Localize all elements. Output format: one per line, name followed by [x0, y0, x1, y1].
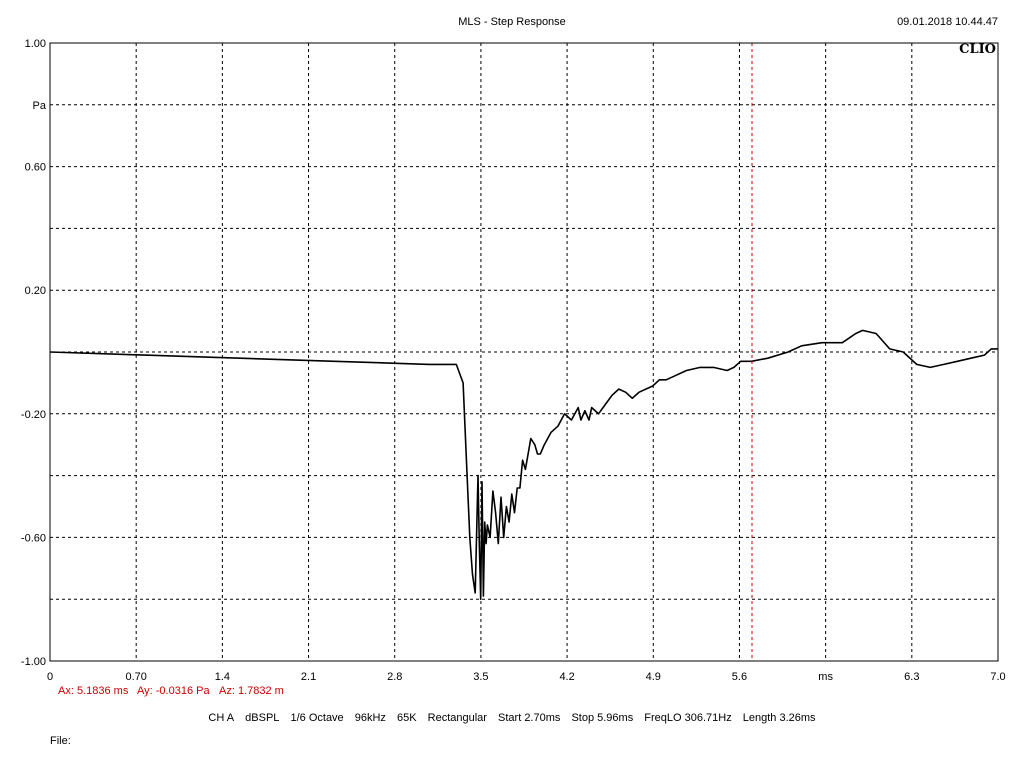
sample-rate-label: 96kHz — [354, 712, 386, 724]
file-label: File: — [50, 735, 71, 747]
x-tick-label: 3.5 — [473, 671, 488, 683]
y-tick-label: 0.60 — [25, 162, 46, 174]
length-label: Length 3.26ms — [742, 712, 816, 724]
y-tick-label: -0.60 — [21, 532, 46, 544]
start-label: Start 2.70ms — [498, 712, 561, 724]
y-tick-label: 1.00 — [25, 38, 46, 50]
clio-logo: CLIO — [959, 42, 996, 57]
x-tick-label: 1.4 — [215, 671, 230, 683]
x-tick-label: 0 — [47, 671, 53, 683]
cursor-az-readout: Az: 1.7832 m — [219, 685, 284, 697]
y-axis-tick-labels: 1.00 Pa 0.60 0.20 -0.20 -0.60 -1.00 — [21, 38, 47, 668]
grid-lines — [50, 43, 998, 661]
y-tick-label: -0.20 — [21, 409, 46, 421]
stop-label: Stop 5.96ms — [571, 712, 634, 724]
channel-label: CH A — [208, 712, 235, 724]
plot-area-frame[interactable] — [49, 42, 999, 662]
cursor-ax-readout: Ax: 5.1836 ms — [58, 685, 129, 697]
x-tick-label: 2.1 — [301, 671, 316, 683]
x-tick-label: 4.9 — [646, 671, 661, 683]
x-tick-label: 5.6 — [732, 671, 747, 683]
measurement-settings-bar: CH A dBSPL 1/6 Octave 96kHz 65K Rectangu… — [0, 712, 1024, 724]
y-tick-label: Pa — [33, 100, 47, 112]
window-label: Rectangular — [427, 712, 487, 724]
y-tick-label: -1.00 — [21, 656, 46, 668]
units-label: dBSPL — [245, 712, 280, 724]
chart-title: MLS - Step Response — [458, 16, 566, 28]
size-label: 65K — [397, 712, 417, 724]
y-tick-label: 0.20 — [25, 285, 46, 297]
cursor-ay-readout: Ay: -0.0316 Pa — [137, 685, 210, 697]
series-layer — [49, 329, 998, 601]
freq-lo-label: FreqLO 306.71Hz — [644, 712, 732, 724]
step-response-line — [49, 329, 998, 601]
x-tick-label: 7.0 — [990, 671, 1005, 683]
x-tick-label: 4.2 — [559, 671, 574, 683]
smoothing-label: 1/6 Octave — [290, 712, 344, 724]
x-tick-label: 2.8 — [387, 671, 402, 683]
x-tick-label: 6.3 — [904, 671, 919, 683]
x-axis-tick-labels: 0 0.70 1.4 2.1 2.8 3.5 4.2 4.9 5.6 ms 6.3 7.0 — [47, 671, 1006, 683]
x-tick-label: 0.70 — [125, 671, 146, 683]
timestamp: 09.01.2018 10.44.47 — [897, 16, 998, 28]
x-axis-unit-label: ms — [818, 671, 833, 683]
